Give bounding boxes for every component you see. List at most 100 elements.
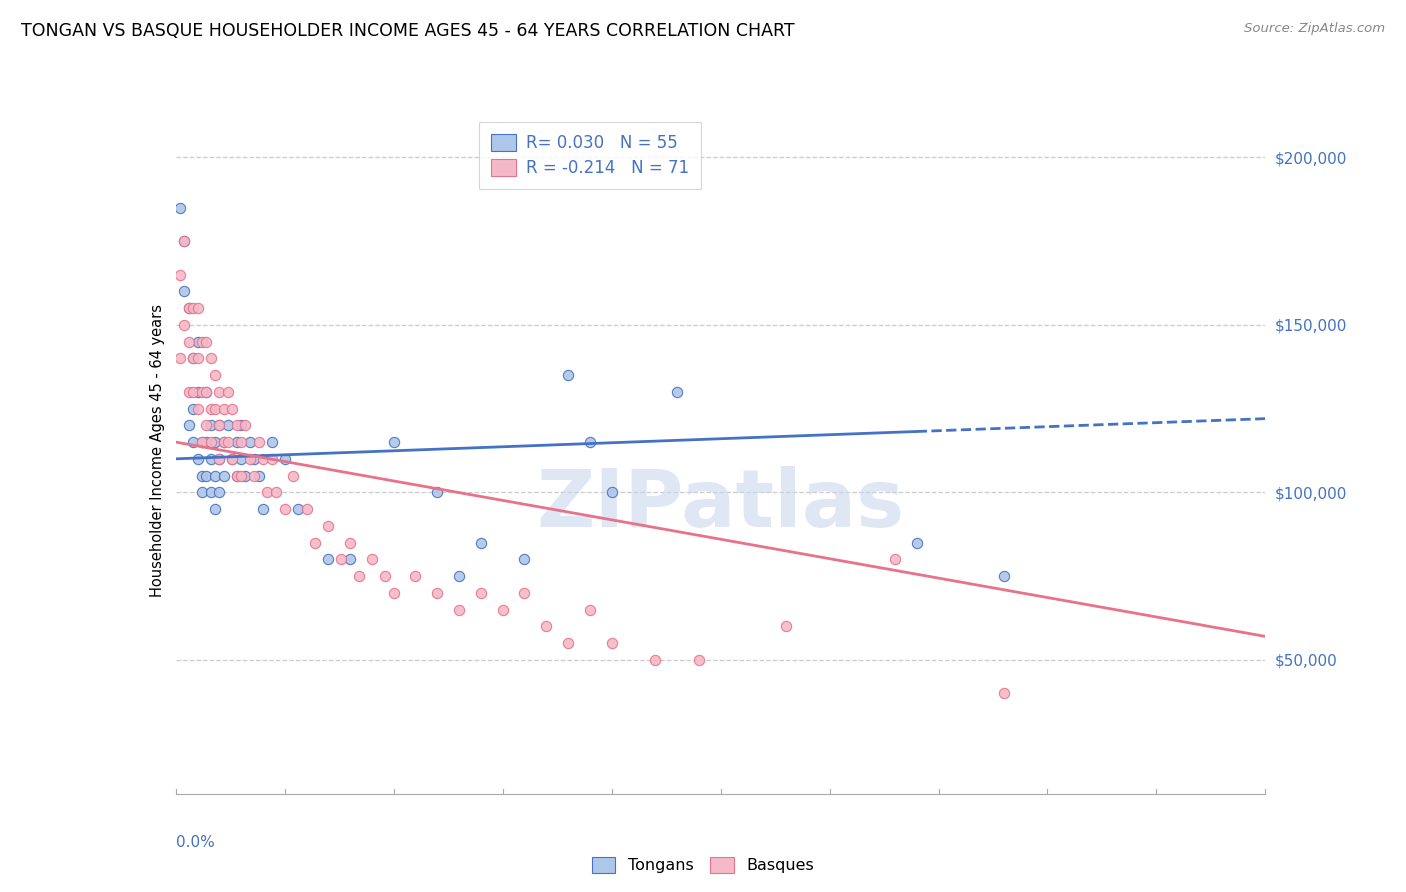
Point — [191, 435, 214, 450]
Point — [600, 636, 623, 650]
Point — [217, 435, 239, 450]
Point — [217, 418, 239, 433]
Point — [231, 468, 253, 483]
Point — [195, 334, 218, 349]
Point — [579, 602, 602, 616]
Point — [191, 485, 214, 500]
Point — [644, 653, 666, 667]
Point — [186, 334, 209, 349]
Point — [177, 334, 200, 349]
Point — [360, 552, 382, 566]
Point — [181, 351, 204, 366]
Point — [260, 451, 283, 466]
Point — [181, 401, 204, 416]
Point — [221, 451, 243, 466]
Point — [195, 418, 218, 433]
Point — [191, 468, 214, 483]
Point — [252, 502, 274, 516]
Point — [243, 468, 266, 483]
Point — [235, 418, 257, 433]
Text: ZIPatlas: ZIPatlas — [537, 467, 904, 544]
Point — [264, 485, 287, 500]
Point — [186, 451, 209, 466]
Text: Source: ZipAtlas.com: Source: ZipAtlas.com — [1244, 22, 1385, 36]
Point — [884, 552, 907, 566]
Point — [274, 451, 297, 466]
Point — [186, 384, 209, 399]
Point — [283, 468, 305, 483]
Point — [993, 569, 1015, 583]
Point — [173, 285, 195, 299]
Point — [247, 468, 270, 483]
Point — [195, 384, 218, 399]
Legend: R= 0.030   N = 55, R = -0.214   N = 71: R= 0.030 N = 55, R = -0.214 N = 71 — [479, 122, 700, 188]
Point — [169, 351, 191, 366]
Point — [181, 351, 204, 366]
Point — [247, 435, 270, 450]
Point — [579, 435, 602, 450]
Point — [200, 435, 222, 450]
Point — [212, 435, 235, 450]
Point — [239, 435, 262, 450]
Point — [191, 334, 214, 349]
Point — [212, 401, 235, 416]
Point — [191, 384, 214, 399]
Point — [200, 451, 222, 466]
Point — [256, 485, 278, 500]
Point — [374, 569, 396, 583]
Point — [339, 552, 361, 566]
Point — [212, 468, 235, 483]
Point — [492, 602, 515, 616]
Point — [204, 401, 226, 416]
Point — [221, 401, 243, 416]
Text: TONGAN VS BASQUE HOUSEHOLDER INCOME AGES 45 - 64 YEARS CORRELATION CHART: TONGAN VS BASQUE HOUSEHOLDER INCOME AGES… — [21, 22, 794, 40]
Point — [235, 468, 257, 483]
Point — [347, 569, 370, 583]
Point — [181, 435, 204, 450]
Point — [225, 468, 247, 483]
Point — [775, 619, 797, 633]
Point — [173, 234, 195, 248]
Legend: Tongans, Basques: Tongans, Basques — [585, 850, 821, 880]
Point — [295, 502, 318, 516]
Point — [221, 451, 243, 466]
Point — [225, 468, 247, 483]
Point — [169, 268, 191, 282]
Point — [191, 435, 214, 450]
Point — [557, 636, 579, 650]
Point — [557, 368, 579, 382]
Point — [186, 301, 209, 315]
Point — [225, 418, 247, 433]
Point — [405, 569, 427, 583]
Point — [204, 502, 226, 516]
Point — [186, 351, 209, 366]
Point — [177, 301, 200, 315]
Point — [339, 535, 361, 549]
Point — [666, 384, 689, 399]
Point — [208, 418, 231, 433]
Point — [513, 552, 536, 566]
Point — [447, 602, 470, 616]
Point — [195, 468, 218, 483]
Point — [243, 451, 266, 466]
Point — [181, 384, 204, 399]
Point — [318, 519, 340, 533]
Point — [287, 502, 309, 516]
Point — [905, 535, 928, 549]
Point — [426, 586, 449, 600]
Point — [200, 351, 222, 366]
Point — [204, 468, 226, 483]
Point — [177, 418, 200, 433]
Point — [688, 653, 710, 667]
Point — [173, 318, 195, 332]
Text: 0.0%: 0.0% — [176, 835, 215, 850]
Point — [212, 435, 235, 450]
Point — [260, 435, 283, 450]
Point — [239, 451, 262, 466]
Point — [231, 418, 253, 433]
Point — [204, 435, 226, 450]
Point — [231, 451, 253, 466]
Point — [200, 485, 222, 500]
Point — [200, 401, 222, 416]
Point — [231, 435, 253, 450]
